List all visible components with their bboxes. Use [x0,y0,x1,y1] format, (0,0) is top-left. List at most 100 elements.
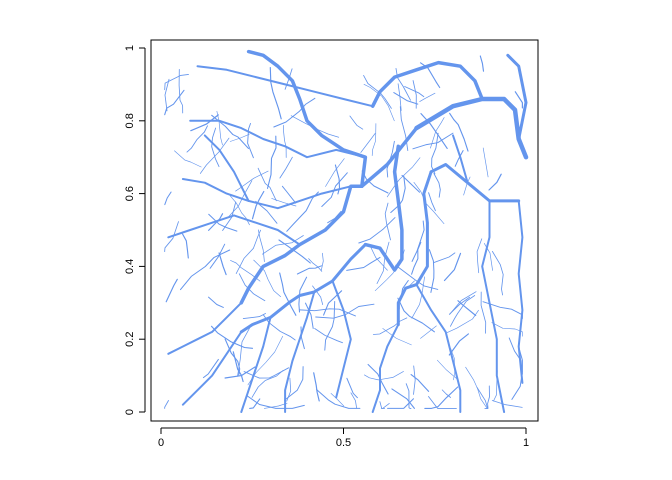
minor-channel-107 [164,221,179,253]
minor-channel-67 [186,125,208,153]
minor-channel-49 [273,97,316,128]
minor-channel-38 [164,89,185,116]
minor-channel-138 [283,125,287,158]
minor-channel-87 [480,291,487,334]
y-axis: 0 0.2 0.4 0.6 0.8 1 [124,45,146,415]
channel-line-17 [415,283,462,413]
minor-channel-125 [232,351,244,383]
channel-line-12 [196,65,374,108]
y-tick-label: 0.8 [124,113,136,128]
plot-frame [150,39,539,422]
minor-channel-47 [284,366,304,401]
minor-channel-150 [211,114,250,150]
minor-channel-117 [164,73,189,91]
channel-line-5 [396,170,433,327]
channel-line-19 [517,199,524,384]
minor-channel-59 [482,147,489,178]
minor-channel-141 [449,291,477,315]
channel-line-20 [167,301,243,355]
minor-channel-28 [316,389,361,409]
minor-channel-139 [199,137,230,174]
channel-line-22 [331,280,352,399]
minor-channel-97 [208,213,238,232]
channel-line-16 [371,323,400,413]
minor-channel-147 [393,92,419,105]
minor-channel-76 [476,238,483,274]
minor-channel-165 [324,301,336,351]
minor-channel-157 [325,158,345,187]
minor-channel-33 [491,250,504,296]
minor-channel-66 [419,92,436,102]
x-tick-label: 1 [523,437,529,449]
minor-channel-164 [286,377,292,402]
minor-channel-37 [229,133,250,142]
minor-channel-81 [371,123,377,156]
minor-channel-58 [269,67,282,120]
minor-channel-6 [308,258,323,272]
minor-channel-163 [227,180,253,219]
minor-channel-143 [216,110,223,146]
minor-channel-168 [401,174,421,193]
minor-channel-56 [514,91,523,109]
minor-channel-23 [364,371,404,381]
minor-channel-31 [420,113,448,149]
channel-line-3 [239,126,419,305]
channel-line-24 [452,134,469,184]
y-tick-label: 0.4 [124,259,136,274]
minor-channel-15 [349,115,364,130]
minor-channel-51 [449,112,469,152]
minor-channel-104 [395,67,411,101]
channel-line-21 [181,330,243,406]
minor-channel-1 [397,297,435,333]
minor-channel-24 [210,325,254,349]
y-tick-label: 0.2 [124,332,136,347]
channel-line-10 [181,178,352,210]
minor-channel-32 [330,393,345,407]
minor-channel-159 [208,296,224,308]
channel-line-6 [239,243,367,334]
minor-channel-57 [491,400,523,408]
minor-channel-116 [441,389,452,398]
minor-channel-64 [211,127,220,168]
minor-channel-71 [405,383,412,409]
y-tick-label: 0 [124,409,136,415]
minor-channel-79 [448,333,469,356]
minor-channel-layer [164,55,523,409]
minor-channel-84 [346,377,358,399]
minor-channel-96 [164,78,170,112]
minor-channel-73 [390,175,406,214]
minor-channel-137 [428,192,436,212]
x-tick-label: 0 [158,437,164,449]
minor-channel-167 [369,245,388,271]
y-tick-label: 0.6 [124,186,136,201]
channel-line-18 [481,199,506,413]
minor-channel-65 [246,394,305,409]
minor-channel-146 [202,358,219,379]
x-axis: 0 0.5 1 [158,427,529,449]
minor-channel-119 [262,235,304,255]
minor-channel-10 [410,374,430,392]
minor-channel-85 [315,303,375,319]
minor-channel-77 [218,252,227,276]
channel-line-14 [284,290,316,413]
minor-channel-60 [404,86,425,98]
channel-line-15 [240,316,272,413]
minor-channel-110 [235,229,261,274]
minor-channel-92 [379,401,385,409]
minor-channel-103 [476,386,489,409]
channel-line-9 [506,53,528,141]
minor-channel-7 [314,328,343,344]
minor-channel-106 [251,370,284,398]
channel-line-8 [370,60,484,108]
minor-channel-121 [443,252,462,282]
minor-channel-153 [411,241,422,275]
minor-channel-124 [313,372,320,402]
minor-channel-88 [391,388,415,409]
minor-channel-111 [382,403,390,409]
minor-channel-148 [488,173,502,191]
minor-channel-44 [300,326,305,350]
minor-channel-63 [491,322,523,337]
minor-channel-46 [178,68,184,114]
